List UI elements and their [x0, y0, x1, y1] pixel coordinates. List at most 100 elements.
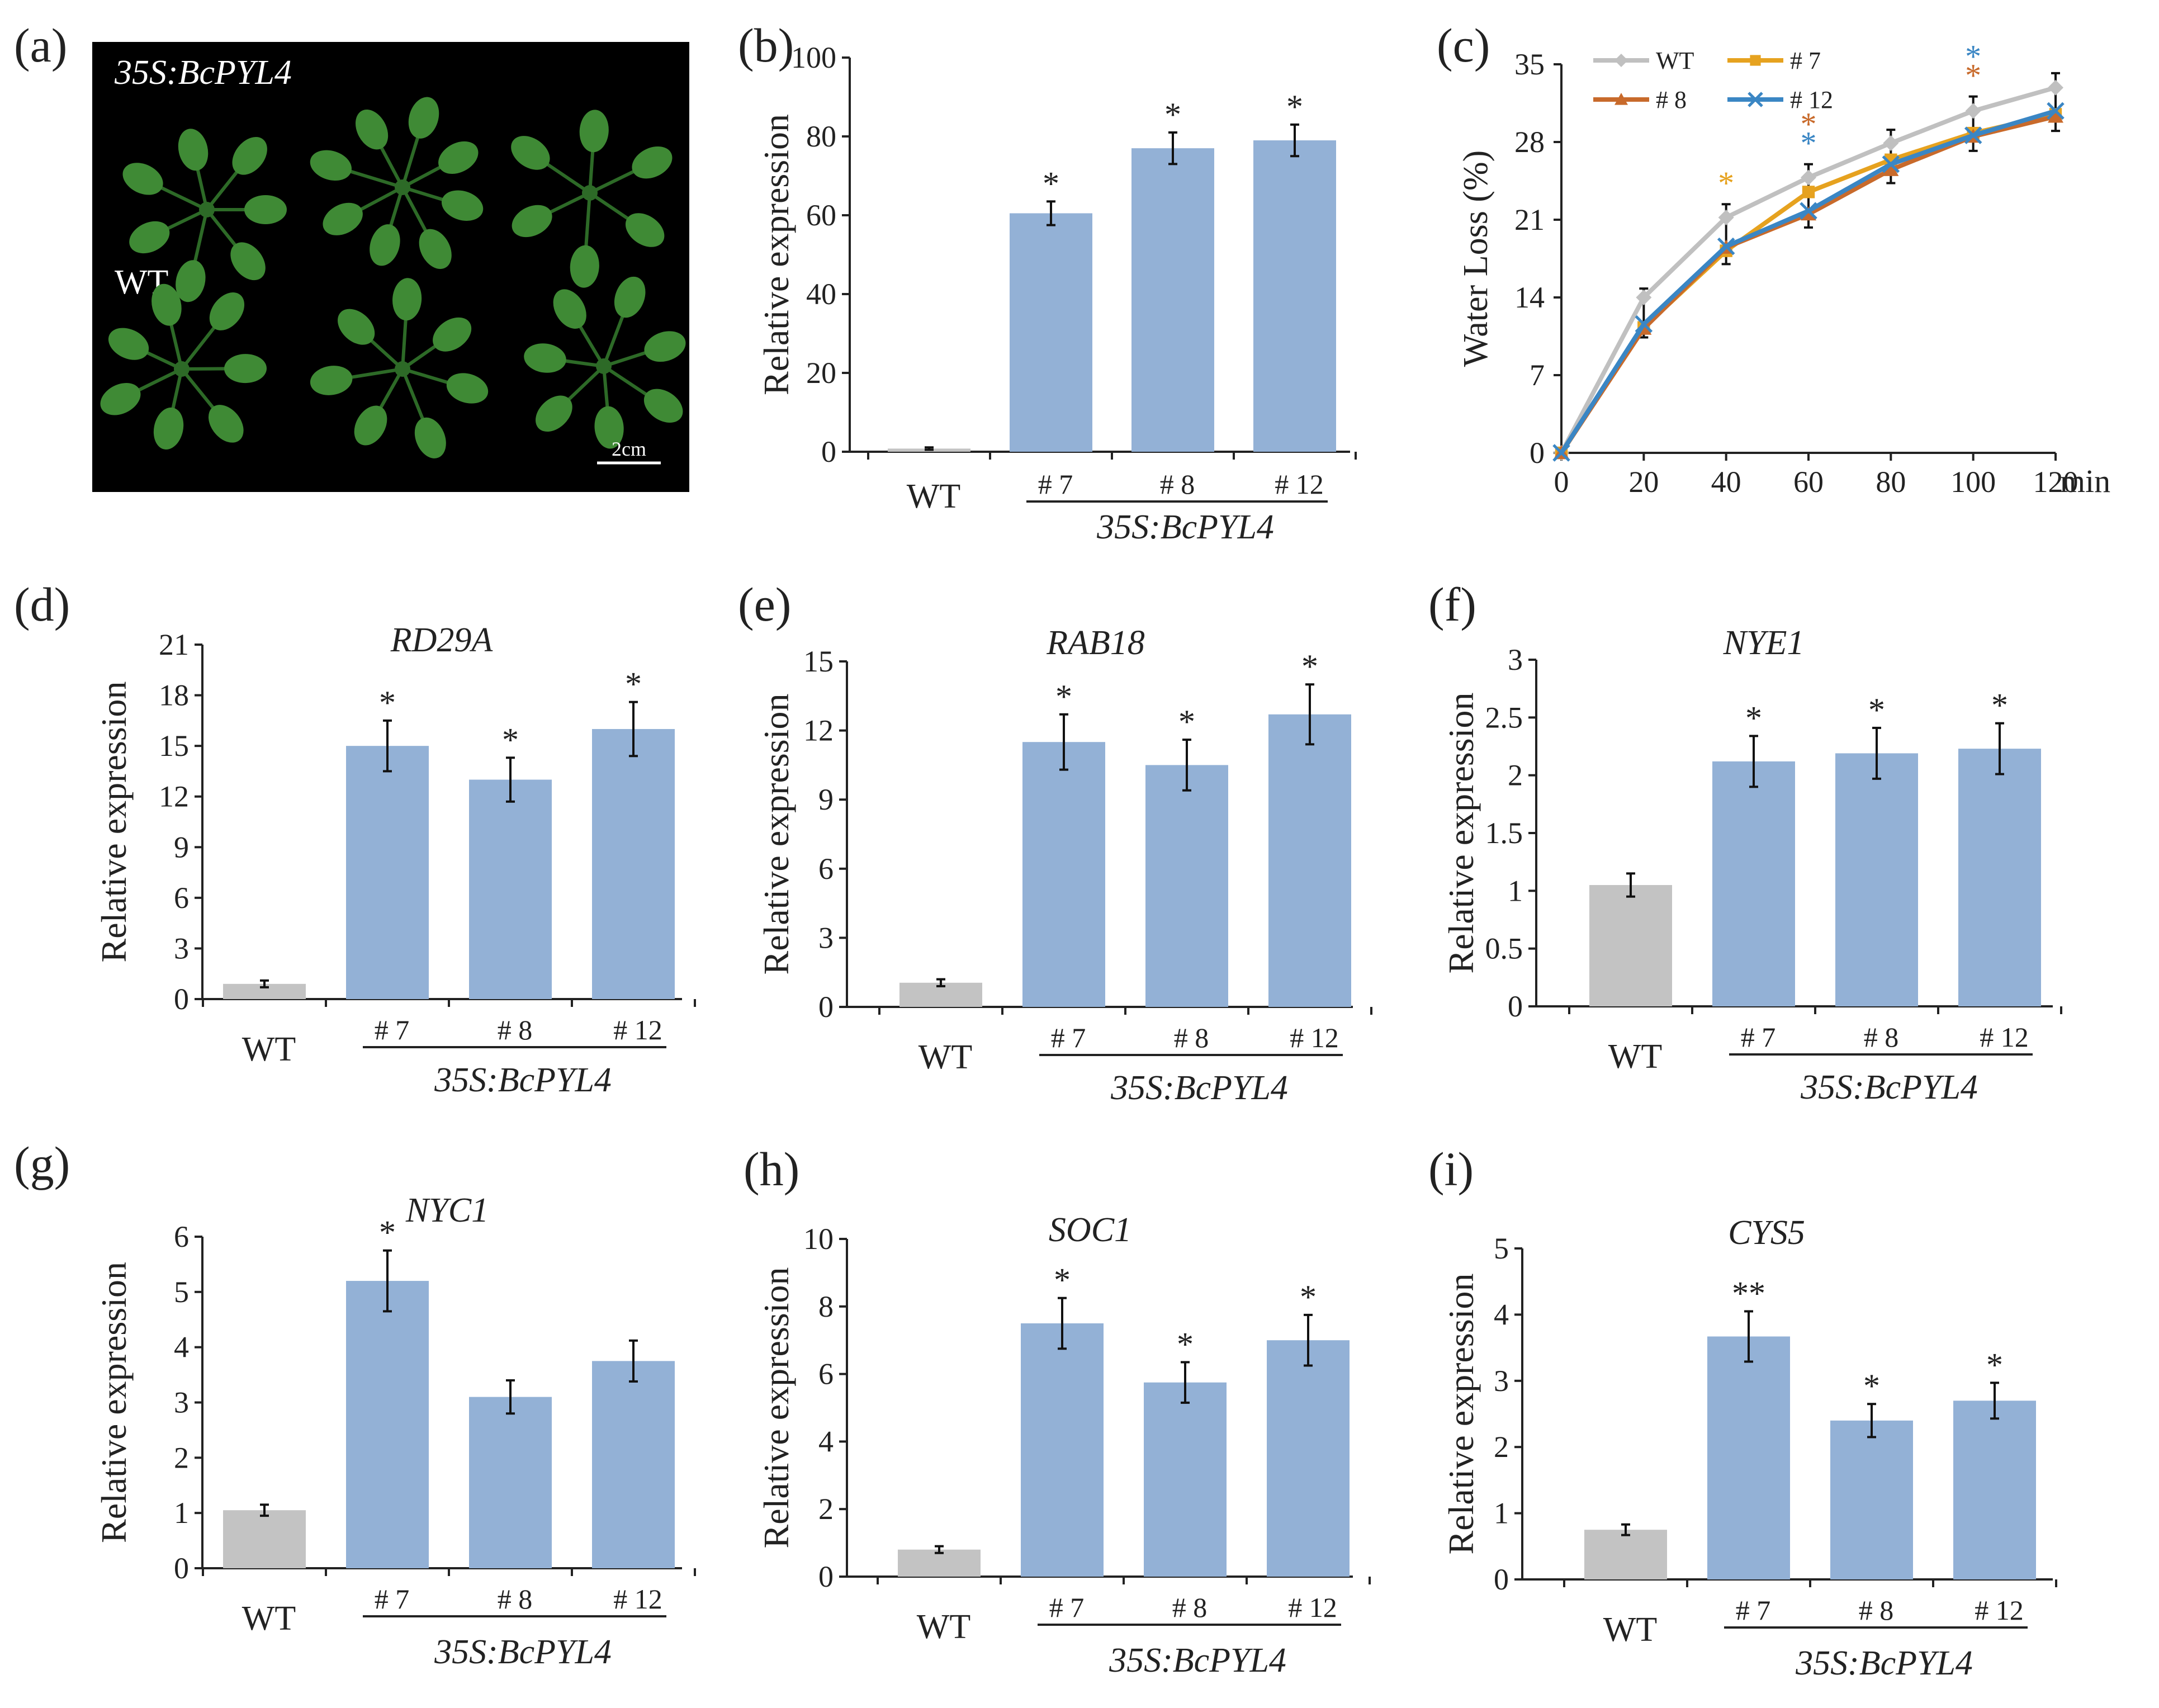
x-category-label: WT [907, 477, 960, 515]
leaf-blade [644, 331, 686, 362]
y-tick-label: 5 [1494, 1232, 1509, 1265]
leaf-blade [122, 163, 163, 195]
y-tick-label: 0 [821, 435, 836, 469]
x-category-label: WT [917, 1608, 970, 1646]
leaf-blade [129, 221, 170, 254]
y-tick-label: 1 [1508, 874, 1523, 907]
marker-triangle [1614, 93, 1628, 105]
y-tick-label: 3 [818, 921, 834, 954]
significance-mark: * [1286, 88, 1303, 125]
chart-e: (e) RAB18 Relative expression 0 3 6 9 12 15 WT * # … [738, 578, 1372, 1107]
leaf-petiole [347, 367, 403, 380]
y-axis-label: Relative expression [94, 682, 134, 963]
leaf-petiole [180, 368, 217, 412]
bar [1712, 761, 1795, 1006]
significance-mark: * [625, 666, 642, 703]
x-category-label: # 7 [1736, 1595, 1771, 1626]
legend: WT # 7 # 8 # 12 [1593, 47, 1833, 113]
y-tick-label: 0 [1494, 1563, 1509, 1596]
leaf-petiole [168, 320, 183, 370]
plant-rosette [524, 276, 686, 449]
leaf-blade [570, 245, 599, 288]
y-tick-label: 1.5 [1485, 816, 1523, 850]
bar [898, 1549, 981, 1577]
significance-mark: * [502, 721, 519, 758]
leaf-blade [230, 242, 266, 281]
y-tick-label: 4 [818, 1425, 834, 1458]
y-axis-label: Relative expression [756, 114, 796, 395]
leaf-blade [232, 136, 267, 175]
x-category-label: WT [242, 1600, 296, 1638]
x-tick-label: 80 [1876, 465, 1906, 499]
rosette-center [582, 185, 598, 201]
y-tick-label: 6 [818, 852, 834, 886]
leaf-blade [310, 366, 353, 395]
x-category-label: # 8 [498, 1014, 533, 1045]
chart-h: (h) SOC1 Relative expression 0 2 4 6 8 10 WT * # 7 *… [744, 1142, 1371, 1679]
leaf-blade [224, 354, 267, 384]
y-tick-label: 3 [1494, 1364, 1509, 1398]
leaf-blade [178, 129, 209, 171]
chart-title: NYC1 [405, 1191, 489, 1229]
y-tick-label: 3 [174, 1386, 189, 1420]
significance-mark: * [1868, 692, 1885, 728]
leaf-petiole [192, 209, 209, 266]
chart-c: (c) Water Loss (%) 0 7 14 21 28 35 0 20 40 60 80 100 1… [1437, 18, 2110, 499]
significance-mark: * [1055, 678, 1072, 715]
leaf-petiole [205, 168, 241, 211]
leaf-blade [512, 205, 552, 238]
x-category-label: # 12 [1980, 1021, 2029, 1053]
panel-letter: (g) [14, 1137, 70, 1190]
panel-letter: (f) [1428, 578, 1476, 631]
leaf-petiole [401, 133, 421, 188]
plant-rosette [122, 129, 287, 302]
significance-mark: * [1991, 687, 2008, 724]
x-category-label: # 8 [498, 1583, 533, 1615]
leaf-petiole [576, 322, 605, 367]
y-tick-label: 5 [174, 1275, 189, 1309]
bar [223, 1510, 306, 1568]
leaf-blade [632, 146, 673, 179]
x-category-label: # 7 [375, 1014, 410, 1045]
leaf-petiole [602, 312, 626, 367]
leaf-blade [310, 150, 352, 181]
y-tick-label: 0 [818, 990, 834, 1024]
x-category-label: # 12 [1288, 1592, 1337, 1623]
chart-f: (f) NYE1 Relative expression 0 0.5 1 1.5 2 2.5 3 W… [1428, 578, 2062, 1106]
significance-mark: * [1863, 1368, 1880, 1404]
y-tick-label: 3 [174, 931, 189, 965]
marker-diamond [1636, 290, 1652, 305]
x-group-label: 35S:BcPYL4 [1096, 508, 1274, 546]
leaf-blade [553, 289, 586, 329]
bar [1010, 213, 1092, 452]
significance-mark: * [379, 1214, 396, 1251]
leaf-blade [392, 278, 422, 321]
marker-diamond [1965, 103, 1981, 119]
chart-title: RD29A [390, 621, 494, 659]
leaf-petiole [565, 365, 605, 404]
significance-mark: * [1965, 58, 1981, 94]
bar [469, 779, 552, 999]
plant-rosette [511, 110, 673, 288]
leaf-petiole [377, 368, 404, 412]
leaf-blade [511, 136, 550, 170]
marker-diamond [1883, 135, 1899, 151]
y-tick-label: 7 [1530, 358, 1545, 392]
significance-mark: * [1178, 703, 1195, 740]
x-category-label: # 8 [1864, 1021, 1899, 1053]
leaf-blade [441, 190, 484, 221]
y-tick-label: 21 [159, 628, 189, 661]
y-tick-label: 35 [1514, 48, 1545, 81]
bar [1830, 1420, 1913, 1579]
y-tick-label: 10 [803, 1222, 834, 1256]
x-category-label: WT [1608, 1038, 1662, 1076]
x-category-label: # 12 [1275, 469, 1324, 500]
y-tick-label: 9 [818, 783, 834, 816]
y-axis-label: Relative expression [1441, 693, 1481, 974]
bar [1022, 742, 1105, 1007]
panel-a-letter: (a) [14, 18, 67, 72]
x-tick-label: 100 [1950, 465, 1996, 499]
x-category-label: # 8 [1174, 1022, 1209, 1053]
leaf-blade [176, 260, 206, 302]
plant-rosette [310, 97, 484, 269]
